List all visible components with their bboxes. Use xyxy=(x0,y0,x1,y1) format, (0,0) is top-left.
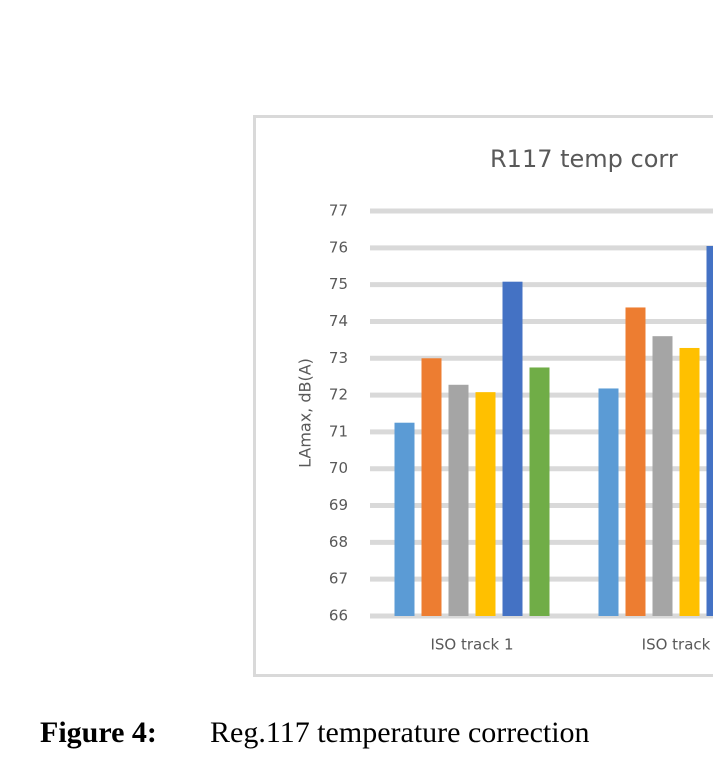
bar xyxy=(502,281,523,616)
y-tick-label: 66 xyxy=(329,607,348,625)
y-tick-label: 75 xyxy=(329,275,348,293)
bar xyxy=(625,307,646,616)
chart-title: R117 temp corr xyxy=(490,145,678,173)
caption-label: Figure 4: xyxy=(40,716,157,749)
bar xyxy=(529,367,550,616)
y-tick-label: 67 xyxy=(329,570,348,588)
y-tick-label: 68 xyxy=(329,533,348,551)
bar xyxy=(475,392,496,616)
bar xyxy=(421,358,442,616)
caption-text: Reg.117 temperature correction xyxy=(210,716,590,749)
y-tick-label: 71 xyxy=(329,422,348,440)
plot-area: 66 67 68 69 70 71 72 73 74 75 76 77 ISO track 1 ISO t… xyxy=(329,202,713,654)
bar xyxy=(679,347,700,616)
y-tick-label: 69 xyxy=(329,496,348,514)
bar xyxy=(706,245,713,616)
y-axis-label: LAmax, dB(A) xyxy=(296,358,315,468)
x-tick-label: ISO track xyxy=(642,636,711,654)
y-tick-label: 77 xyxy=(329,202,348,220)
y-tick-label: 70 xyxy=(329,459,348,477)
bar xyxy=(652,336,673,616)
y-tick-label: 72 xyxy=(329,386,348,404)
bar xyxy=(448,384,469,616)
y-tick-label: 74 xyxy=(329,312,348,330)
bar xyxy=(394,422,415,616)
y-tick-label: 76 xyxy=(329,238,348,256)
bar xyxy=(598,388,619,616)
y-tick-label: 73 xyxy=(329,349,348,367)
x-tick-label: ISO track 1 xyxy=(430,636,513,654)
